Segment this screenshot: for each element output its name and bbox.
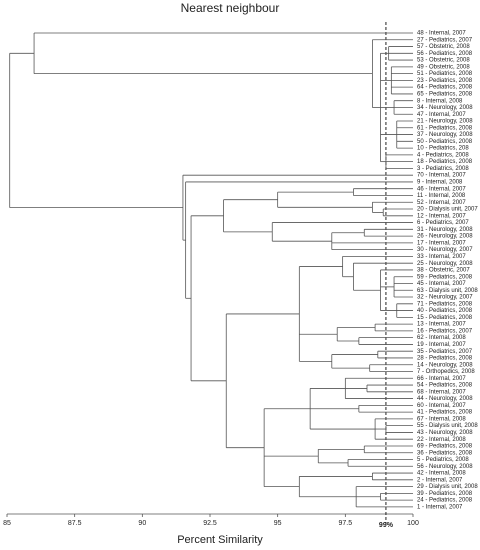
leaf-label: 11 - Internal, 2008 [417,193,466,199]
leaf-label: 42 - Internal, 2008 [417,471,466,477]
leaf-label: 17 - Internal, 2007 [417,240,466,246]
leaf-label: 63 - Dialysis unit, 2008 [417,288,478,294]
leaf-label: 67 - Internal, 2008 [417,416,466,422]
leaf-label: 16 - Pediatrics, 2007 [417,328,473,334]
leaf-label: 9 - Internal, 2008 [417,180,463,186]
leaf-label: 14 - Neurology, 2008 [417,362,473,368]
leaf-label: 71 - Pediatrics, 2008 [417,301,473,307]
x-axis-label: Percent Similarity [177,534,263,546]
leaf-label: 47 - Internal, 2007 [417,112,466,118]
leaf-label: 40 - Pediatrics, 2008 [417,308,473,314]
leaf-label: 61 - Pediatrics, 2008 [417,125,473,131]
leaf-label: 48 - Internal, 2007 [417,31,466,37]
leaf-label: 44 - Neurology, 2008 [417,396,473,402]
leaf-label: 18 - Pediatrics, 2008 [417,159,473,165]
leaf-label: 69 - Pediatrics, 2008 [417,444,473,450]
leaf-label: 34 - Neurology, 2008 [417,105,473,111]
leaf-label: 3 - Pediatrics, 2008 [417,166,469,172]
leaf-label: 20 - Dialysis unit, 2007 [417,207,478,213]
leaf-label: 46 - Internal, 2007 [417,186,466,192]
leaf-label: 4 - Pediatrics, 2008 [417,152,469,158]
leaf-label: 43 - Neurology, 2008 [417,430,473,436]
leaf-label: 53 - Obstetric, 2008 [417,58,470,64]
x-tick-label: 90 [138,520,146,527]
leaf-label: 64 - Pediatrics, 2008 [417,85,473,91]
leaf-label: 65 - Pediatrics, 2008 [417,92,473,98]
leaf-label: 24 - Pediatrics, 2008 [417,498,473,504]
x-tick-label: 95 [274,520,282,527]
leaf-label: 45 - Internal, 2007 [417,281,466,287]
leaf-label: 37 - Neurology, 2008 [417,132,473,138]
leaf-label: 66 - Internal, 2007 [417,376,466,382]
leaf-label: 31 - Neurology, 2008 [417,227,473,233]
leaf-label: 55 - Dialysis unit, 2008 [417,423,478,429]
leaf-label: 7 - Orthopedics, 2008 [417,369,475,375]
x-tick-label: 100 [407,520,419,527]
leaf-label: 13 - Internal, 2007 [417,322,466,328]
x-tick-label: 87.5 [68,520,82,527]
leaf-label: 68 - Internal, 2007 [417,389,466,395]
leaf-label: 49 - Obstetric, 2008 [417,64,470,70]
leaf-label: 39 - Pediatrics, 2008 [417,491,473,497]
leaf-label: 41 - Pediatrics, 2008 [417,410,473,416]
leaf-label: 2 - Internal, 2007 [417,477,463,483]
leaf-label: 70 - Internal, 2007 [417,173,466,179]
leaf-label: 12 - Internal, 2007 [417,213,466,219]
leaf-label: 23 - Pediatrics, 2008 [417,78,473,84]
leaf-label: 36 - Pediatrics, 2008 [417,450,473,456]
leaf-label: 1 - Internal, 2007 [417,504,463,510]
leaf-label: 8 - Internal, 2008 [417,98,463,104]
leaf-label: 6 - Pediatrics, 2007 [417,220,469,226]
leaf-label: 51 - Pediatrics, 2008 [417,71,473,77]
x-tick-label: 85 [3,520,11,527]
leaf-label: 57 - Obstetric, 2008 [417,44,470,50]
leaf-label: 32 - Neurology, 2007 [417,295,473,301]
leaf-label: 50 - Pediatrics, 2008 [417,139,473,145]
leaf-label: 27 - Pediatrics, 2007 [417,37,473,43]
leaf-label: 10 - Pediatrics, 208 [417,146,469,152]
leaf-label: 29 - Dialysis unit, 2008 [417,484,478,490]
chart-title: Nearest neighbour [181,1,280,15]
leaf-label: 62 - Internal, 2008 [417,335,466,341]
leaf-label: 52 - Internal, 2007 [417,200,466,206]
leaf-label: 35 - Pediatrics, 2007 [417,349,473,355]
leaf-label: 25 - Neurology, 2008 [417,261,473,267]
leaf-label: 15 - Pediatrics, 2008 [417,315,473,321]
leaf-label: 56 - Pediatrics, 2008 [417,51,473,57]
leaf-label: 19 - Internal, 2007 [417,342,466,348]
leaf-label: 59 - Pediatrics, 2008 [417,274,473,280]
leaf-label: 21 - Neurology, 2008 [417,119,473,125]
leaf-label: 28 - Pediatrics, 2008 [417,356,473,362]
x-tick-label: 92.5 [203,520,217,527]
leaf-label: 30 - Neurology, 2007 [417,247,473,253]
leaf-label: 33 - Internal, 2007 [417,254,466,260]
leaf-label: 56 - Neurology, 2008 [417,464,473,470]
leaf-label: 38 - Obstetric, 2007 [417,268,470,274]
leaf-label: 22 - Internal, 2008 [417,437,466,443]
leaf-label: 54 - Pediatrics, 2008 [417,383,473,389]
leaf-label: 5 - Pediatrics, 2008 [417,457,469,463]
x-tick-label: 97.5 [339,520,353,527]
threshold-label: 99% [379,522,394,529]
leaf-label: 60 - Internal, 2007 [417,403,466,409]
leaf-label: 26 - Neurology, 2008 [417,234,473,240]
